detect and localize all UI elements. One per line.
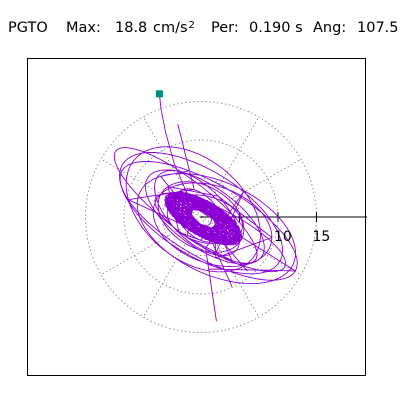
grid-spoke [200, 216, 302, 276]
ring-tick-label: 10 [274, 229, 292, 245]
ring-tick-label: 15 [313, 229, 331, 245]
max-value: 18.8 [115, 20, 148, 36]
angle-value: 107.5 [357, 20, 399, 36]
plot-area: 10 15 [27, 58, 367, 376]
angle-label: Ang: [313, 20, 347, 36]
grid-spoke [100, 216, 202, 276]
period-value: 0.190 s [249, 20, 303, 36]
start-point-marker [155, 90, 163, 98]
ring-labels: 10 15 [274, 229, 330, 245]
particle-motion-plot: 10 15 [85, 90, 367, 333]
max-label: Max: [66, 20, 101, 36]
start-marker-layer [155, 90, 163, 98]
grid-spoke [142, 216, 202, 318]
grid-spoke [200, 158, 302, 218]
grid-spoke [200, 116, 260, 218]
station-code: PGTO [8, 20, 48, 36]
grid-spoke [200, 216, 260, 318]
max-unit: cm/s 2 [153, 20, 195, 36]
trace-path [113, 93, 298, 322]
grid-spoke [142, 116, 202, 218]
period-label: Per: [211, 20, 239, 36]
max-unit-exponent: 2 [188, 20, 195, 31]
motion-trace [113, 93, 298, 322]
